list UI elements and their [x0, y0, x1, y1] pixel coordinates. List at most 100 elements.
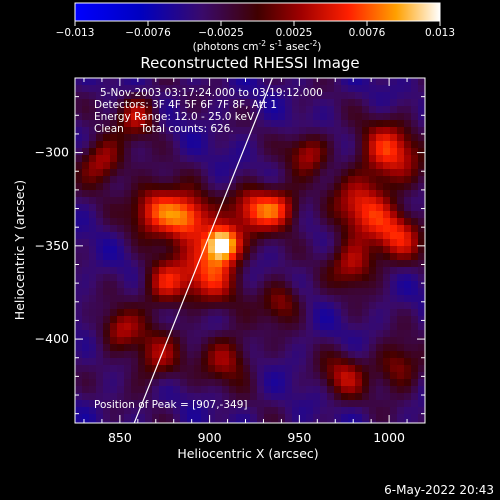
heatmap-cell [215, 351, 223, 359]
heatmap-cell [306, 323, 314, 331]
heatmap-cell [376, 148, 384, 156]
heatmap-cell [222, 113, 230, 121]
heatmap-cell [138, 190, 146, 198]
heatmap-cell [397, 337, 405, 345]
heatmap-cell [383, 134, 391, 142]
heatmap-cell [138, 351, 146, 359]
heatmap-cell [103, 78, 111, 86]
heatmap-cell [159, 134, 167, 142]
heatmap-cell [96, 162, 104, 170]
heatmap-cell [187, 148, 195, 156]
heatmap-cell [89, 288, 97, 296]
heatmap-cell [145, 218, 153, 226]
heatmap-cell [173, 169, 181, 177]
heatmap-cell [383, 85, 391, 93]
heatmap-cell [75, 372, 83, 380]
heatmap-cell [117, 120, 125, 128]
heatmap-cell [348, 407, 356, 415]
heatmap-cell [397, 379, 405, 387]
heatmap-cell [313, 176, 321, 184]
heatmap-cell [103, 365, 111, 373]
heatmap-cell [411, 197, 419, 205]
heatmap-cell [320, 309, 328, 317]
heatmap-cell [236, 323, 244, 331]
heatmap-cell [243, 148, 251, 156]
heatmap-cell [110, 141, 118, 149]
heatmap-cell [103, 386, 111, 394]
heatmap-cell [194, 99, 202, 107]
heatmap-cell [75, 316, 83, 324]
heatmap-cell [418, 288, 425, 296]
heatmap-cell [89, 106, 97, 114]
heatmap-cell [131, 337, 139, 345]
heatmap-cell [110, 260, 118, 268]
heatmap-cell [208, 190, 216, 198]
heatmap-cell [355, 400, 363, 408]
heatmap-cell [243, 232, 251, 240]
heatmap-cell [334, 176, 342, 184]
heatmap-cell [418, 92, 425, 100]
heatmap-cell [96, 78, 104, 86]
heatmap-cell [96, 169, 104, 177]
heatmap-cell [292, 78, 300, 86]
heatmap-cell [131, 365, 139, 373]
heatmap-cell [187, 197, 195, 205]
heatmap-cell [285, 351, 293, 359]
heatmap-cell [271, 127, 279, 135]
heatmap-cell [376, 120, 384, 128]
heatmap-cell [404, 211, 412, 219]
heatmap-cell [215, 162, 223, 170]
heatmap-cell [418, 351, 425, 359]
heatmap-cell [271, 281, 279, 289]
heatmap-cell [138, 386, 146, 394]
heatmap-cell [334, 148, 342, 156]
heatmap-cell [327, 78, 335, 86]
heatmap-cell [390, 288, 398, 296]
heatmap-cell [124, 155, 132, 163]
heatmap-cell [257, 183, 265, 191]
heatmap-cell [250, 106, 258, 114]
heatmap-cell [341, 92, 349, 100]
heatmap-cell [82, 407, 90, 415]
heatmap-cell [334, 204, 342, 212]
heatmap-cell [292, 358, 300, 366]
heatmap-cell [124, 323, 132, 331]
heatmap-cell [194, 155, 202, 163]
heatmap-cell [131, 176, 139, 184]
heatmap-cell [159, 127, 167, 135]
heatmap-cell [124, 225, 132, 233]
heatmap-cell [369, 148, 377, 156]
heatmap-cell [117, 99, 125, 107]
heatmap-cell [369, 351, 377, 359]
heatmap-cell [159, 148, 167, 156]
heatmap-cell [243, 239, 251, 247]
heatmap-cell [320, 120, 328, 128]
heatmap-cell [383, 92, 391, 100]
heatmap-cell [418, 211, 425, 219]
heatmap-cell [320, 141, 328, 149]
heatmap-cell [397, 386, 405, 394]
heatmap-cell [369, 407, 377, 415]
heatmap-cell [236, 407, 244, 415]
heatmap-cell [131, 120, 139, 128]
heatmap-cell [348, 323, 356, 331]
heatmap-cell [138, 323, 146, 331]
heatmap-cell [194, 190, 202, 198]
heatmap-cell [404, 85, 412, 93]
heatmap-cell [145, 141, 153, 149]
heatmap-cell [362, 141, 370, 149]
heatmap-cell [264, 365, 272, 373]
heatmap-cell [285, 92, 293, 100]
heatmap-cell [278, 372, 286, 380]
heatmap-cell [243, 204, 251, 212]
heatmap-cell [117, 421, 125, 423]
heatmap-cell [229, 232, 237, 240]
heatmap-cell [173, 120, 181, 128]
heatmap-cell [173, 337, 181, 345]
heatmap-cell [334, 113, 342, 121]
heatmap-cell [376, 400, 384, 408]
heatmap-cell [327, 92, 335, 100]
heatmap-cell [96, 176, 104, 184]
heatmap-cell [145, 288, 153, 296]
heatmap-cell [208, 330, 216, 338]
